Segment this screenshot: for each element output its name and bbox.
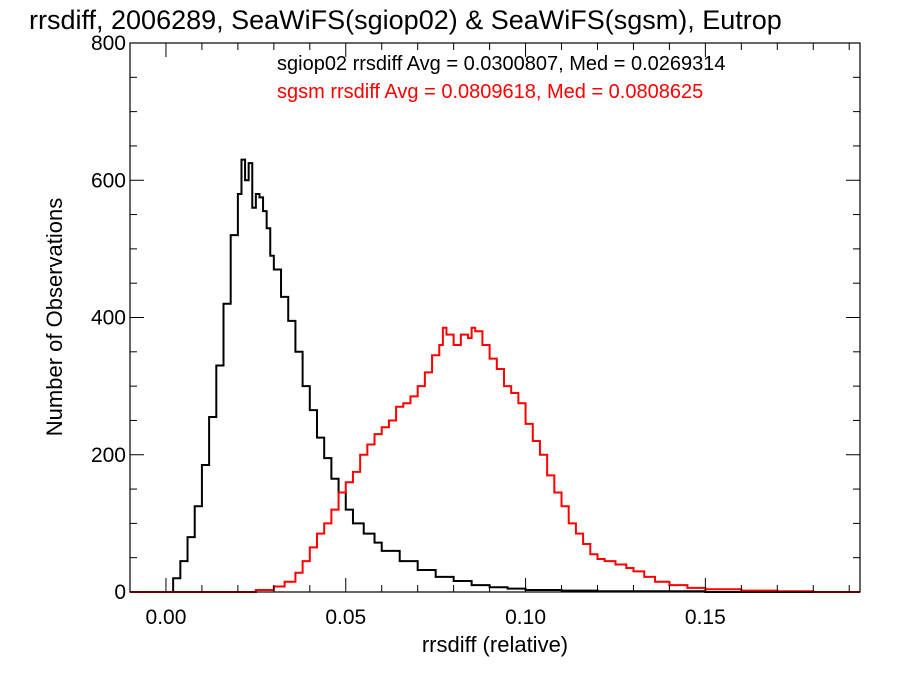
series-layer xyxy=(130,158,860,593)
x-tick-label: 0.10 xyxy=(505,606,546,629)
x-tick-label: 0.00 xyxy=(146,606,187,629)
y-tick-label: 200 xyxy=(91,444,126,467)
sgiop02-stats-annotation: sgiop02 rrsdiff Avg = 0.0300807, Med = 0… xyxy=(277,53,726,75)
y-tick-label: 600 xyxy=(91,169,126,192)
chart-title: rrsdiff, 2006289, SeaWiFS(sgiop02) & Sea… xyxy=(29,5,782,35)
y-tick-label: 0 xyxy=(114,581,126,604)
y-axis-ticks: 0 200 400 600 800 xyxy=(91,32,860,604)
y-axis-label: Number of Observations xyxy=(42,198,67,436)
histogram-series-1 xyxy=(130,326,860,593)
x-tick-label: 0.15 xyxy=(685,606,726,629)
histogram-series-0 xyxy=(130,158,860,593)
y-tick-label: 400 xyxy=(91,307,126,330)
x-axis-ticks: 0.00 0.05 0.10 0.15 xyxy=(146,43,850,629)
x-tick-label: 0.05 xyxy=(325,606,366,629)
y-tick-label: 800 xyxy=(91,32,126,55)
plot-frame xyxy=(129,42,861,593)
x-axis-label: rrsdiff (relative) xyxy=(422,632,568,657)
sgsm-stats-annotation: sgsm rrsdiff Avg = 0.0809618, Med = 0.08… xyxy=(277,81,703,103)
